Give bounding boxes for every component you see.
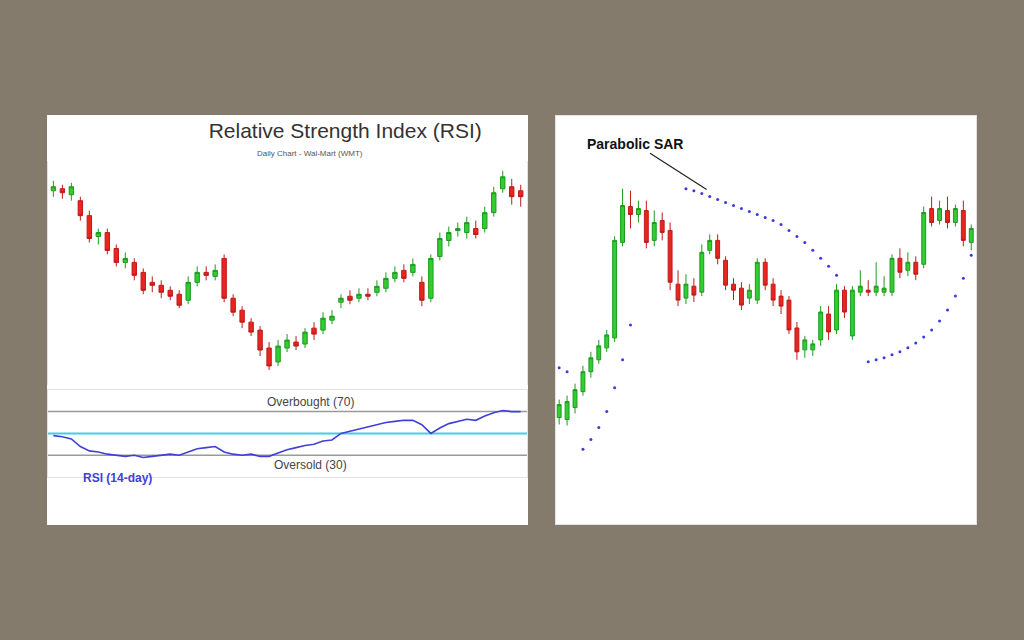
svg-text:Daily Chart - Wal-Mart (WMT): Daily Chart - Wal-Mart (WMT)	[257, 149, 363, 158]
svg-text:RSI (14-day): RSI (14-day)	[83, 471, 152, 485]
svg-text:Parabolic SAR: Parabolic SAR	[587, 136, 683, 152]
svg-text:Relative Strength Index (RSI): Relative Strength Index (RSI)	[209, 119, 482, 142]
svg-text:Oversold (30): Oversold (30)	[274, 458, 347, 472]
svg-text:Overbought (70): Overbought (70)	[267, 395, 354, 409]
